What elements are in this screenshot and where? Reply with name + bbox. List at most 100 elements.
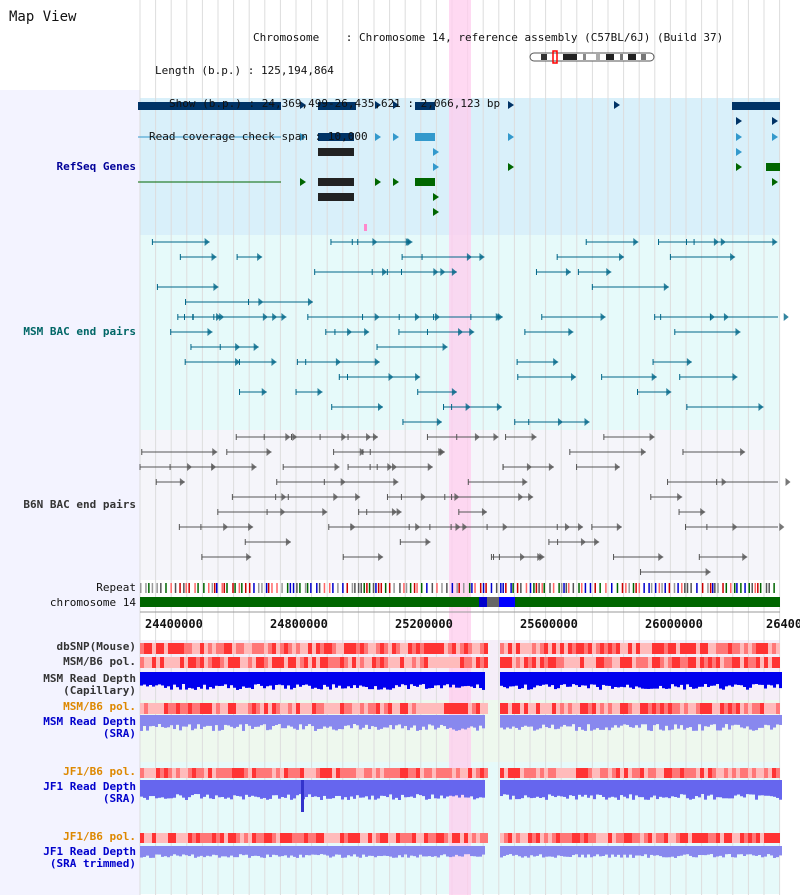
polymorphism-cell <box>644 768 648 778</box>
repeat-feature <box>375 583 377 593</box>
read-depth-bar <box>200 780 203 799</box>
b6n-bac-pair <box>779 523 785 531</box>
polymorphism-cell <box>656 643 660 654</box>
polymorphism-cell <box>636 657 640 668</box>
repeat-feature <box>145 583 147 593</box>
read-depth-bar <box>227 672 230 689</box>
polymorphism-cell <box>640 833 644 843</box>
track-label-jf1-depth-sra-sub: (SRA) <box>102 792 136 805</box>
read-depth-bar <box>218 715 221 731</box>
read-depth-bar <box>464 715 467 730</box>
repeat-feature <box>535 583 538 593</box>
read-depth-bar <box>665 672 668 689</box>
track-label-msm-pol-2[interactable]: MSM/B6 pol. <box>63 700 136 713</box>
read-depth-bar <box>371 715 374 727</box>
track-label-jf1-pol[interactable]: JF1/B6 pol. <box>63 765 136 778</box>
track-label-refseq-genes[interactable]: RefSeq Genes <box>56 160 136 173</box>
read-depth-bar <box>416 715 419 731</box>
read-depth-bar <box>380 846 383 857</box>
polymorphism-cell <box>708 643 712 654</box>
polymorphism-cell <box>744 768 748 778</box>
read-depth-bar <box>611 846 614 855</box>
polymorphism-cell <box>212 657 216 668</box>
b6n-bac-pair <box>502 523 508 531</box>
read-depth-bar <box>386 846 389 856</box>
read-depth-bar <box>386 715 389 728</box>
track-label-jf1-depth-trimmed[interactable]: JF1 Read Depth <box>43 845 136 858</box>
polymorphism-cell <box>352 657 356 668</box>
polymorphism-cell <box>608 833 612 843</box>
b6n-bac-pair <box>474 433 480 441</box>
read-depth-bar <box>359 780 362 798</box>
repeat-feature <box>179 583 181 593</box>
polymorphism-cell <box>204 657 208 668</box>
read-depth-bar <box>584 780 587 795</box>
polymorphism-cell <box>464 703 468 714</box>
read-depth-bar <box>251 715 254 729</box>
track-label-msm-bac[interactable]: MSM BAC end pairs <box>23 325 136 338</box>
polymorphism-cell <box>544 643 548 654</box>
polymorphism-cell <box>544 768 548 778</box>
repeat-feature <box>213 583 216 593</box>
read-depth-bar <box>362 715 365 728</box>
polymorphism-cell <box>572 643 576 654</box>
track-label-jf1-pol-2[interactable]: JF1/B6 pol. <box>63 830 136 843</box>
polymorphism-cell <box>416 643 420 654</box>
read-depth-bar <box>644 780 647 800</box>
polymorphism-cell <box>188 768 192 778</box>
polymorphism-cell <box>144 768 148 778</box>
read-depth-bar <box>455 846 458 855</box>
read-depth-bar <box>278 672 281 685</box>
track-label-jf1-depth-sra[interactable]: JF1 Read Depth <box>43 780 136 793</box>
repeat-feature <box>482 583 485 593</box>
polymorphism-cell <box>276 768 280 778</box>
polymorphism-cell <box>600 768 604 778</box>
polymorphism-cell <box>440 643 444 654</box>
msm-bac-pair <box>571 373 577 381</box>
read-depth-bar <box>584 672 587 686</box>
read-depth-bar <box>698 846 701 856</box>
read-depth-bar <box>752 780 755 795</box>
polymorphism-cell <box>304 657 308 668</box>
read-depth-bar <box>209 780 212 799</box>
polymorphism-cell <box>260 768 264 778</box>
read-depth-bar <box>602 672 605 685</box>
read-depth-bar <box>242 780 245 800</box>
gene-block <box>138 102 281 110</box>
read-depth-bar <box>767 672 770 685</box>
polymorphism-cell <box>448 643 452 654</box>
track-label-dbsnp[interactable]: dbSNP(Mouse) <box>56 640 136 653</box>
polymorphism-cell <box>680 833 684 843</box>
polymorphism-cell <box>564 657 568 668</box>
read-depth-bar <box>167 672 170 687</box>
track-label-msm-depth-capillary[interactable]: MSM Read Depth <box>43 672 136 685</box>
read-depth-bar <box>320 672 323 690</box>
repeat-feature <box>707 583 709 593</box>
read-depth-bar <box>761 672 764 685</box>
polymorphism-cell <box>408 768 412 778</box>
polymorphism-cell <box>480 643 484 654</box>
polymorphism-cell <box>736 768 740 778</box>
polymorphism-cell <box>764 657 768 668</box>
track-label-msm-depth-sra[interactable]: MSM Read Depth <box>43 715 136 728</box>
read-depth-bar <box>749 846 752 855</box>
read-depth-bar <box>473 846 476 857</box>
read-depth-bar <box>698 672 701 687</box>
repeat-feature <box>316 583 318 593</box>
repeat-feature <box>354 583 356 593</box>
polymorphism-cell <box>440 833 444 843</box>
polymorphism-cell <box>692 643 696 654</box>
polymorphism-cell <box>172 643 176 654</box>
polymorphism-cell <box>412 703 416 714</box>
polymorphism-cell <box>324 657 328 668</box>
track-label-repeat[interactable]: Repeat <box>96 581 136 594</box>
polymorphism-cell <box>280 657 284 668</box>
polymorphism-cell <box>636 833 640 843</box>
gene-arrow <box>772 178 778 186</box>
polymorphism-cell <box>508 833 512 843</box>
read-depth-bar <box>338 672 341 686</box>
polymorphism-cell <box>280 643 284 654</box>
track-label-b6n-bac[interactable]: B6N BAC end pairs <box>23 498 136 511</box>
track-label-msm-pol[interactable]: MSM/B6 pol. <box>63 655 136 668</box>
polymorphism-cell <box>404 833 408 843</box>
